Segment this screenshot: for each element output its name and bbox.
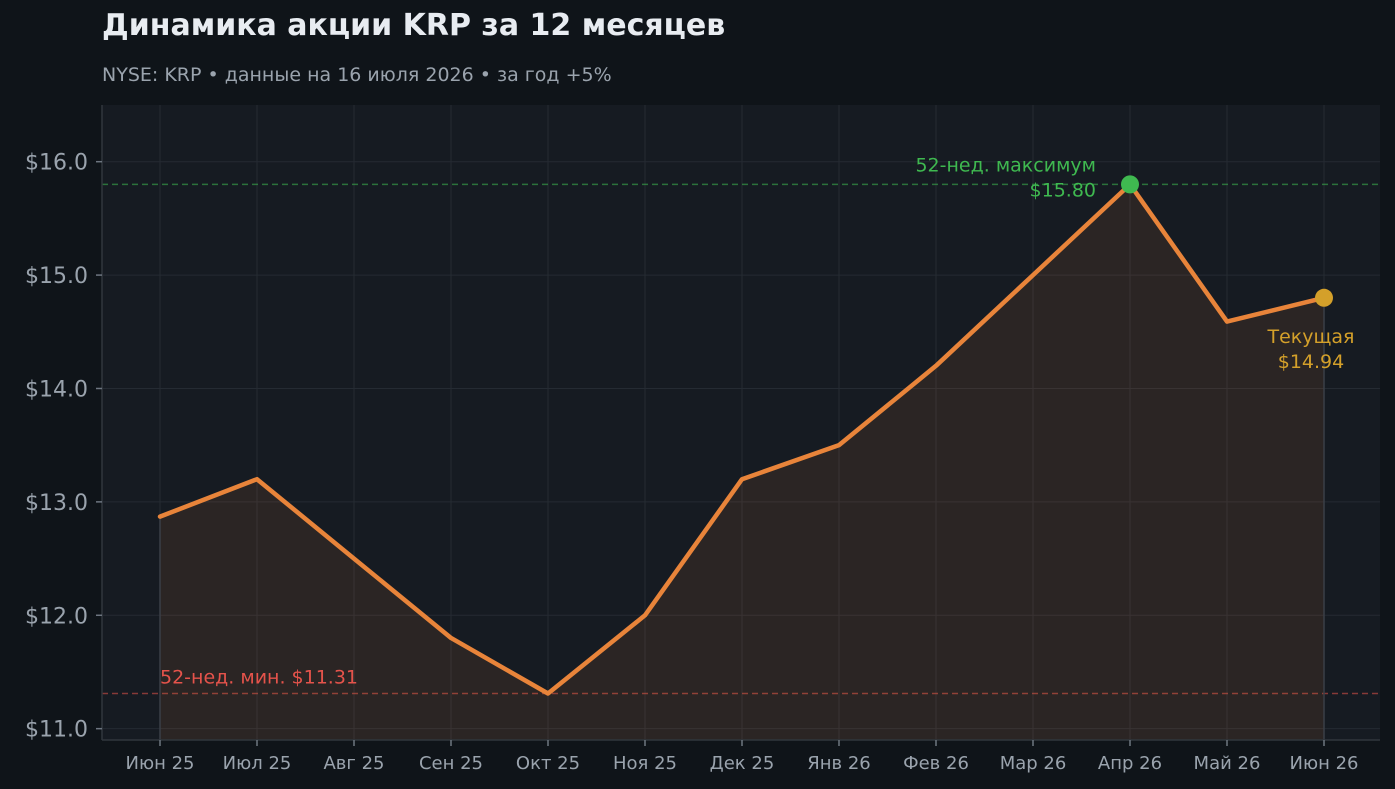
high-marker <box>1121 175 1139 194</box>
current-annotation-value: $14.94 <box>1278 351 1344 373</box>
y-tick-label: $14.0 <box>25 377 88 402</box>
y-tick-label: $15.0 <box>25 264 88 289</box>
x-tick-label: Окт 25 <box>516 753 580 774</box>
y-tick-label: $12.0 <box>25 604 88 629</box>
x-tick-label: Апр 26 <box>1098 753 1162 774</box>
x-tick-label: Мар 26 <box>1000 753 1067 774</box>
x-tick-label: Июн 26 <box>1289 753 1358 774</box>
chart-subtitle: NYSE: KRP • данные на 16 июля 2026 • за … <box>102 64 612 86</box>
high-annotation-label: 52-нед. максимум <box>915 154 1096 176</box>
x-tick-label: Июн 25 <box>125 753 194 774</box>
low-annotation-label: 52-нед. мин. $11.31 <box>160 667 358 689</box>
x-tick-label: Июл 25 <box>223 753 292 774</box>
x-tick-label: Дек 25 <box>710 753 775 774</box>
x-tick-label: Янв 26 <box>807 753 871 774</box>
y-tick-label: $11.0 <box>25 718 88 743</box>
x-tick-label: Ноя 25 <box>613 753 677 774</box>
plot-area <box>102 105 1380 740</box>
high-annotation-value: $15.80 <box>1030 179 1096 201</box>
chart-title: Динамика акции KRP за 12 месяцев <box>102 8 726 43</box>
y-tick-label: $13.0 <box>25 491 88 516</box>
current-annotation-label: Текущая <box>1267 326 1355 348</box>
x-tick-label: Сен 25 <box>419 753 483 774</box>
x-tick-label: Май 26 <box>1194 753 1261 774</box>
x-tick-label: Фев 26 <box>903 753 969 774</box>
price-area <box>160 184 1324 740</box>
y-tick-label: $16.0 <box>25 151 88 176</box>
current-marker <box>1315 288 1333 307</box>
x-tick-label: Авг 25 <box>323 753 384 774</box>
